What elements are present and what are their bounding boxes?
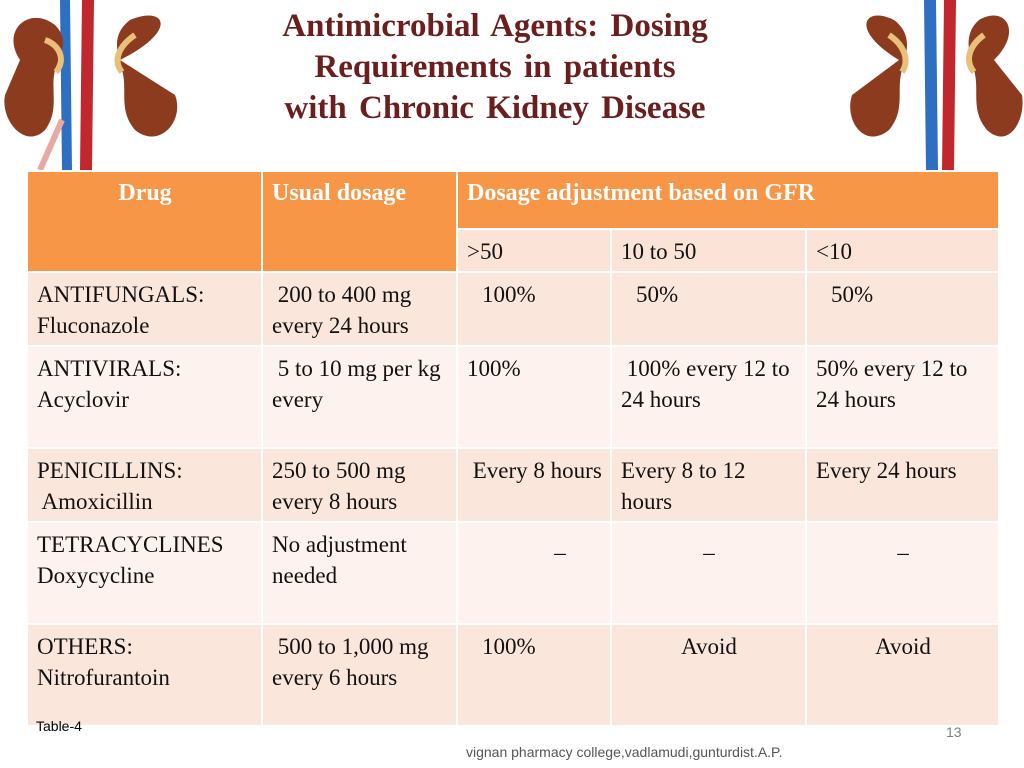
header-gfr-under-10: <10 — [805, 228, 1000, 273]
drug-cell: PENICILLINS: Amoxicillin — [26, 447, 263, 523]
gfr-over-50-cell: 100% — [456, 623, 612, 727]
gfr-over-50-cell: Every 8 hours — [456, 447, 612, 523]
table-row: ANTIVIRALS: Acyclovir 5 to 10 mg per kg … — [26, 345, 1000, 449]
gfr-over-50-cell: _ — [456, 521, 612, 625]
drug-class: ANTIVIRALS: — [37, 356, 182, 381]
gfr-under-10-cell: _ — [805, 521, 1000, 625]
table-row: PENICILLINS: Amoxicillin 250 to 500 mg e… — [26, 447, 1000, 523]
slide-title: Antimicrobial Agents: Dosing Requirement… — [240, 6, 750, 129]
drug-name: Amoxicillin — [37, 489, 153, 514]
page-number: 13 — [946, 724, 962, 740]
gfr-header-row: >50 10 to 50 <10 — [27, 228, 1000, 273]
drug-name: Nitrofurantoin — [37, 665, 170, 690]
header-gfr-over-50: >50 — [456, 228, 612, 273]
college-credit: vignan pharmacy college,vadlamudi,guntur… — [466, 744, 783, 760]
dosing-table: Drug Usual dosage Dosage adjustment base… — [26, 170, 1000, 727]
drug-cell: ANTIFUNGALS: Fluconazole — [26, 271, 263, 347]
drug-name: Doxycycline — [37, 563, 155, 588]
usual-dosage-cell: 200 to 400 mg every 24 hours — [261, 271, 458, 347]
gfr-under-10-cell: 50% every 12 to 24 hours — [805, 345, 1000, 449]
usual-dosage-cell: 5 to 10 mg per kg every — [261, 345, 458, 449]
table-label: Table-4 — [36, 718, 82, 734]
gfr-under-10-cell: Every 24 hours — [805, 447, 1000, 523]
drug-cell: OTHERS: Nitrofurantoin — [26, 623, 263, 727]
drug-cell: TETRACYCLINES Doxycycline — [26, 521, 263, 625]
drug-cell: ANTIVIRALS: Acyclovir — [26, 345, 263, 449]
gfr-under-10-cell: Avoid — [805, 623, 1000, 727]
drug-name: Fluconazole — [37, 313, 150, 338]
title-line-3: with Chronic Kidney Disease — [284, 90, 706, 126]
gfr-10-to-50-cell: 50% — [610, 271, 807, 347]
header-usual-dosage: Usual dosage — [261, 170, 458, 273]
table-row: OTHERS: Nitrofurantoin 500 to 1,000 mg e… — [26, 623, 1000, 727]
gfr-10-to-50-cell: Avoid — [610, 623, 807, 727]
gfr-10-to-50-cell: Every 8 to 12 hours — [610, 447, 807, 523]
gfr-over-50-cell: 100% — [456, 345, 612, 449]
kidney-illustration-left — [4, 0, 178, 170]
table-row: TETRACYCLINES Doxycycline No adjustment … — [26, 521, 1000, 625]
drug-class: OTHERS: — [37, 634, 133, 659]
gfr-10-to-50-cell: 100% every 12 to 24 hours — [610, 345, 807, 449]
gfr-under-10-cell: 50% — [805, 271, 1000, 347]
header-gfr-10-to-50: 10 to 50 — [610, 228, 807, 273]
drug-class: ANTIFUNGALS: — [37, 282, 205, 307]
header-drug: Drug — [26, 170, 263, 273]
usual-dosage-cell: No adjustment needed — [261, 521, 458, 625]
usual-dosage-cell: 250 to 500 mg every 8 hours — [261, 447, 458, 523]
usual-dosage-cell: 500 to 1,000 mg every 6 hours — [261, 623, 458, 727]
header-row: Drug Usual dosage Dosage adjustment base… — [26, 170, 1000, 273]
title-line-1: Antimicrobial Agents: Dosing — [282, 8, 708, 44]
drug-name: Acyclovir — [37, 387, 129, 412]
gfr-over-50-cell: 100% — [456, 271, 612, 347]
gfr-10-to-50-cell: _ — [610, 521, 807, 625]
drug-class: TETRACYCLINES — [37, 532, 224, 557]
drug-class: PENICILLINS: — [37, 458, 183, 483]
table-row: ANTIFUNGALS: Fluconazole 200 to 400 mg e… — [26, 271, 1000, 347]
header-dosage-adjustment: Dosage adjustment based on GFR — [456, 170, 1000, 230]
title-line-2: Requirements in patients — [314, 49, 676, 85]
kidney-illustration-right — [850, 0, 1023, 170]
